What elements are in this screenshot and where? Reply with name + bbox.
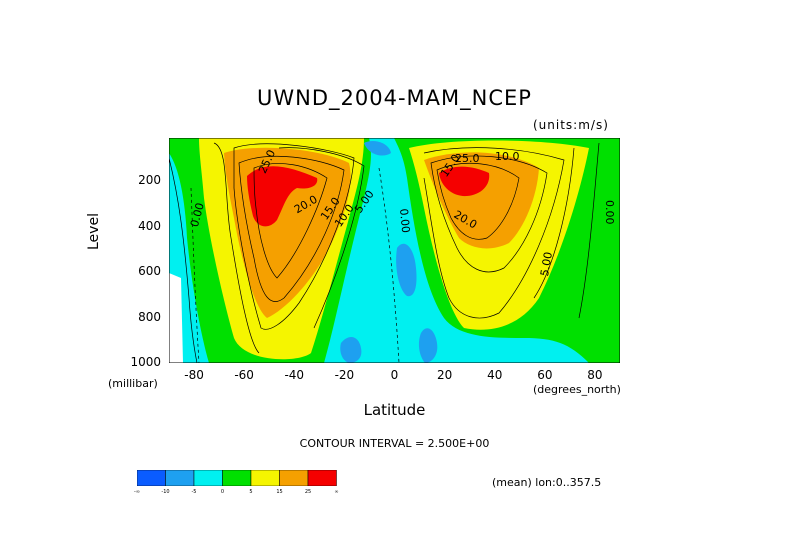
x-tick-label: -80 bbox=[184, 368, 204, 382]
contour-plot bbox=[169, 138, 620, 363]
region-blue-3 bbox=[418, 328, 438, 363]
contour-interval-text: CONTOUR INTERVAL = 2.500E+00 bbox=[299, 437, 490, 450]
contour-label: 25.0 bbox=[455, 152, 480, 165]
colorbar-label: 0 bbox=[220, 489, 225, 495]
x-tick-label: 0 bbox=[390, 368, 399, 382]
colorbar-swatch bbox=[137, 470, 166, 486]
x-tick-label: 20 bbox=[436, 368, 453, 382]
colorbar-swatch bbox=[279, 470, 309, 486]
y-tick-label: 400 bbox=[138, 218, 161, 233]
x-tick-label: -60 bbox=[234, 368, 254, 382]
y-tick-label: 1000 bbox=[130, 355, 161, 369]
colorbar-label: ∞ bbox=[334, 489, 339, 495]
mean-lon-text: (mean) lon:0..357.5 bbox=[492, 476, 602, 489]
colorbar-label: 15 bbox=[276, 489, 283, 495]
colorbar bbox=[137, 470, 337, 486]
colorbar-swatch bbox=[165, 470, 195, 486]
colorbar-swatch bbox=[222, 470, 252, 486]
x-tick-label: -40 bbox=[284, 368, 305, 382]
x-tick-label: 80 bbox=[587, 368, 603, 382]
y-tick-label: 200 bbox=[138, 173, 161, 188]
colorbar-swatch bbox=[193, 470, 223, 486]
colorbar-label: 5 bbox=[249, 489, 253, 495]
units-label: (units:m/s) bbox=[533, 118, 609, 132]
x-tick-label: -20 bbox=[334, 368, 355, 382]
region-blue-1 bbox=[396, 243, 417, 297]
colorbar-label: -∞ bbox=[134, 489, 140, 495]
y-axis-unit: (millibar) bbox=[108, 377, 158, 390]
x-axis-label: Latitude bbox=[363, 401, 426, 419]
region-red-south bbox=[247, 166, 318, 227]
region-blue-2 bbox=[340, 336, 362, 363]
y-axis-label: Level bbox=[86, 213, 102, 250]
y-tick-label: 600 bbox=[138, 264, 161, 279]
colorbar-swatch bbox=[250, 470, 280, 486]
colorbar-swatch bbox=[307, 470, 337, 486]
colorbar-label: 25 bbox=[304, 489, 312, 495]
x-tick-label: 40 bbox=[487, 368, 503, 382]
chart-title: UWND_2004-MAM_NCEP bbox=[257, 86, 532, 110]
region-blue-4 bbox=[364, 141, 391, 156]
contour-label: 0.00 bbox=[603, 200, 616, 225]
colorbar-label: -5 bbox=[191, 489, 197, 495]
x-tick-label: 60 bbox=[537, 368, 553, 382]
x-axis-unit: (degrees_north) bbox=[533, 383, 621, 396]
region-red-north bbox=[439, 166, 490, 197]
contour-label: 10.0 bbox=[495, 150, 520, 163]
contour-label: 0.00 bbox=[397, 208, 413, 234]
colorbar-label: -10 bbox=[161, 489, 170, 495]
y-tick-label: 800 bbox=[138, 309, 161, 324]
